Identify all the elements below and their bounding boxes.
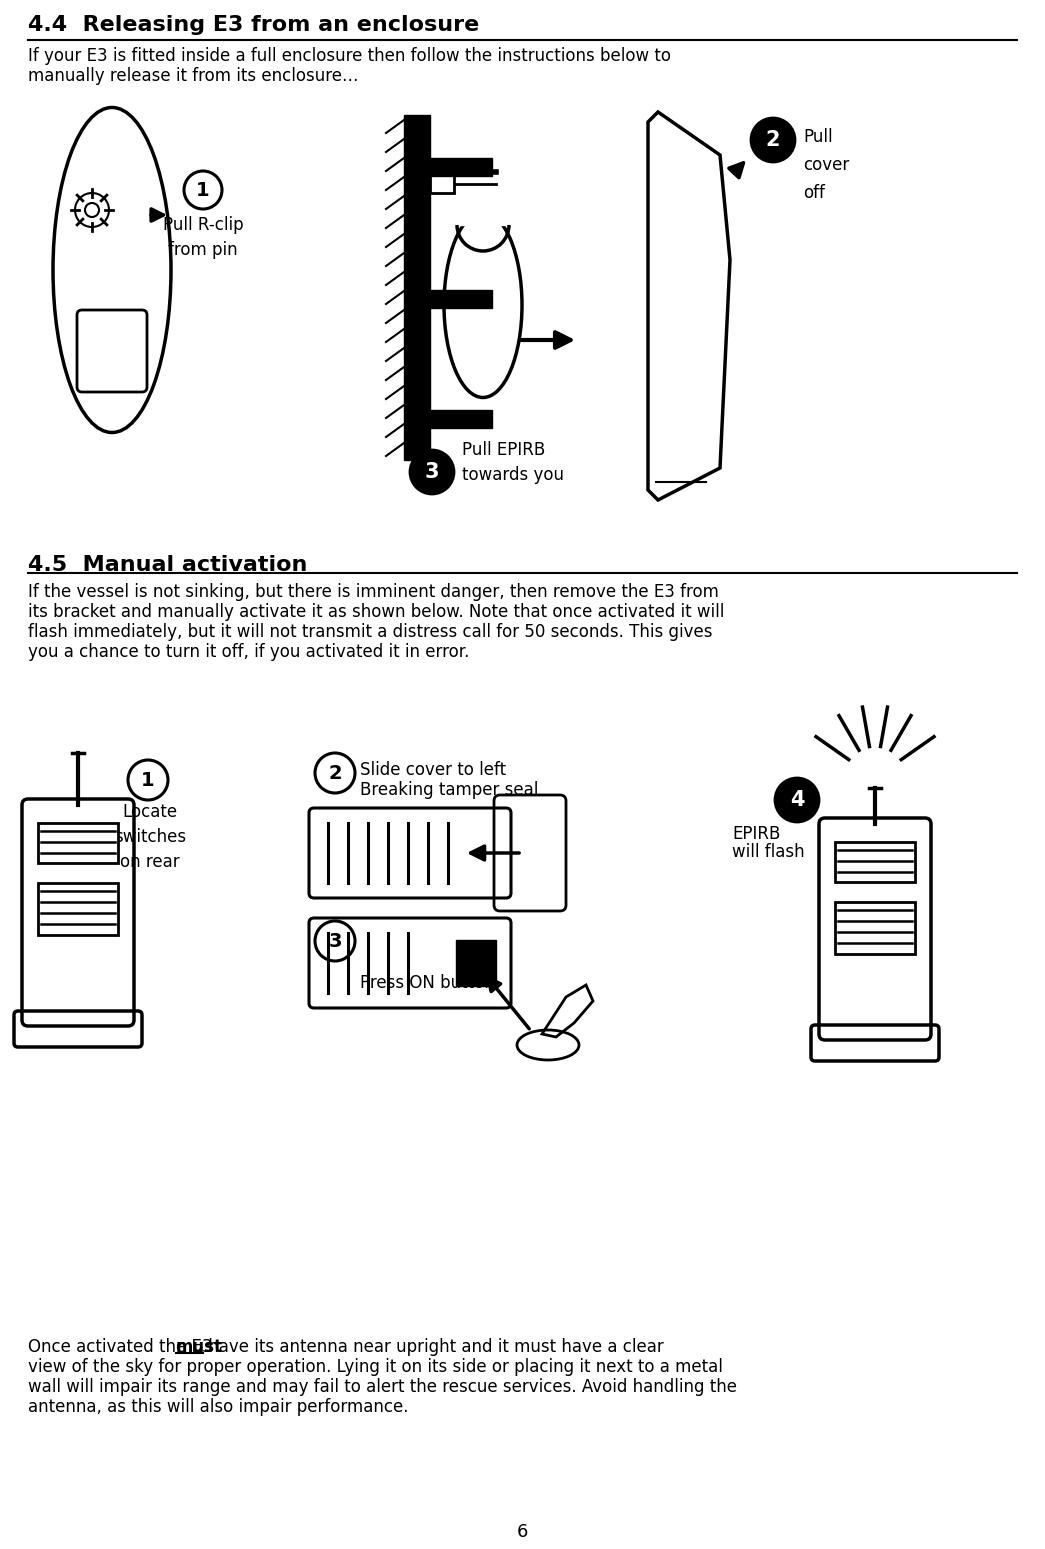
Text: its bracket and manually activate it as shown below. Note that once activated it: its bracket and manually activate it as … bbox=[28, 603, 724, 621]
Text: Press ON button: Press ON button bbox=[359, 974, 494, 991]
Text: If the vessel is not sinking, but there is imminent danger, then remove the E3 f: If the vessel is not sinking, but there … bbox=[28, 582, 719, 601]
Text: you a chance to turn it off, if you activated it in error.: you a chance to turn it off, if you acti… bbox=[28, 643, 469, 661]
Text: must: must bbox=[176, 1338, 223, 1355]
Bar bbox=[429, 158, 492, 177]
Text: Breaking tamper seal: Breaking tamper seal bbox=[359, 781, 538, 799]
Text: 3: 3 bbox=[328, 931, 342, 951]
Text: Pull EPIRB
towards you: Pull EPIRB towards you bbox=[462, 440, 564, 483]
Text: 1: 1 bbox=[196, 181, 210, 200]
Bar bbox=[38, 883, 118, 936]
Text: If your E3 is fitted inside a full enclosure then follow the instructions below : If your E3 is fitted inside a full enclo… bbox=[28, 46, 671, 65]
Bar bbox=[429, 166, 454, 194]
Text: Pull R-clip
from pin: Pull R-clip from pin bbox=[163, 215, 243, 259]
Text: 4.5  Manual activation: 4.5 Manual activation bbox=[28, 555, 307, 575]
Circle shape bbox=[410, 451, 454, 494]
Bar bbox=[835, 902, 915, 954]
Text: 6: 6 bbox=[516, 1523, 528, 1541]
Text: Slide cover to left: Slide cover to left bbox=[359, 761, 506, 779]
Circle shape bbox=[775, 778, 819, 823]
Text: EPIRB: EPIRB bbox=[732, 826, 781, 843]
Text: 4: 4 bbox=[790, 790, 805, 810]
Text: flash immediately, but it will not transmit a distress call for 50 seconds. This: flash immediately, but it will not trans… bbox=[28, 623, 713, 641]
Text: will flash: will flash bbox=[732, 843, 805, 861]
Text: Locate
switches
on rear: Locate switches on rear bbox=[114, 802, 186, 871]
Text: 3: 3 bbox=[424, 462, 439, 482]
Bar bbox=[456, 940, 496, 987]
Text: Pull
cover
off: Pull cover off bbox=[803, 129, 850, 201]
Text: Once activated the E3: Once activated the E3 bbox=[28, 1338, 217, 1355]
Bar bbox=[429, 290, 492, 308]
Text: view of the sky for proper operation. Lying it on its side or placing it next to: view of the sky for proper operation. Ly… bbox=[28, 1358, 723, 1376]
Text: 2: 2 bbox=[328, 764, 342, 782]
Text: have its antenna near upright and it must have a clear: have its antenna near upright and it mus… bbox=[203, 1338, 664, 1355]
FancyBboxPatch shape bbox=[309, 919, 511, 1008]
Text: wall will impair its range and may fail to alert the rescue services. Avoid hand: wall will impair its range and may fail … bbox=[28, 1379, 737, 1396]
FancyBboxPatch shape bbox=[309, 809, 511, 898]
Bar bbox=[404, 115, 429, 460]
Bar bbox=[835, 843, 915, 881]
Circle shape bbox=[751, 118, 795, 163]
Text: 4.4  Releasing E3 from an enclosure: 4.4 Releasing E3 from an enclosure bbox=[28, 15, 480, 36]
Text: antenna, as this will also impair performance.: antenna, as this will also impair perfor… bbox=[28, 1399, 409, 1416]
Bar bbox=[429, 410, 492, 428]
Text: 2: 2 bbox=[766, 130, 781, 150]
Bar bbox=[38, 823, 118, 863]
Text: manually release it from its enclosure…: manually release it from its enclosure… bbox=[28, 67, 358, 85]
Text: 1: 1 bbox=[141, 770, 155, 790]
